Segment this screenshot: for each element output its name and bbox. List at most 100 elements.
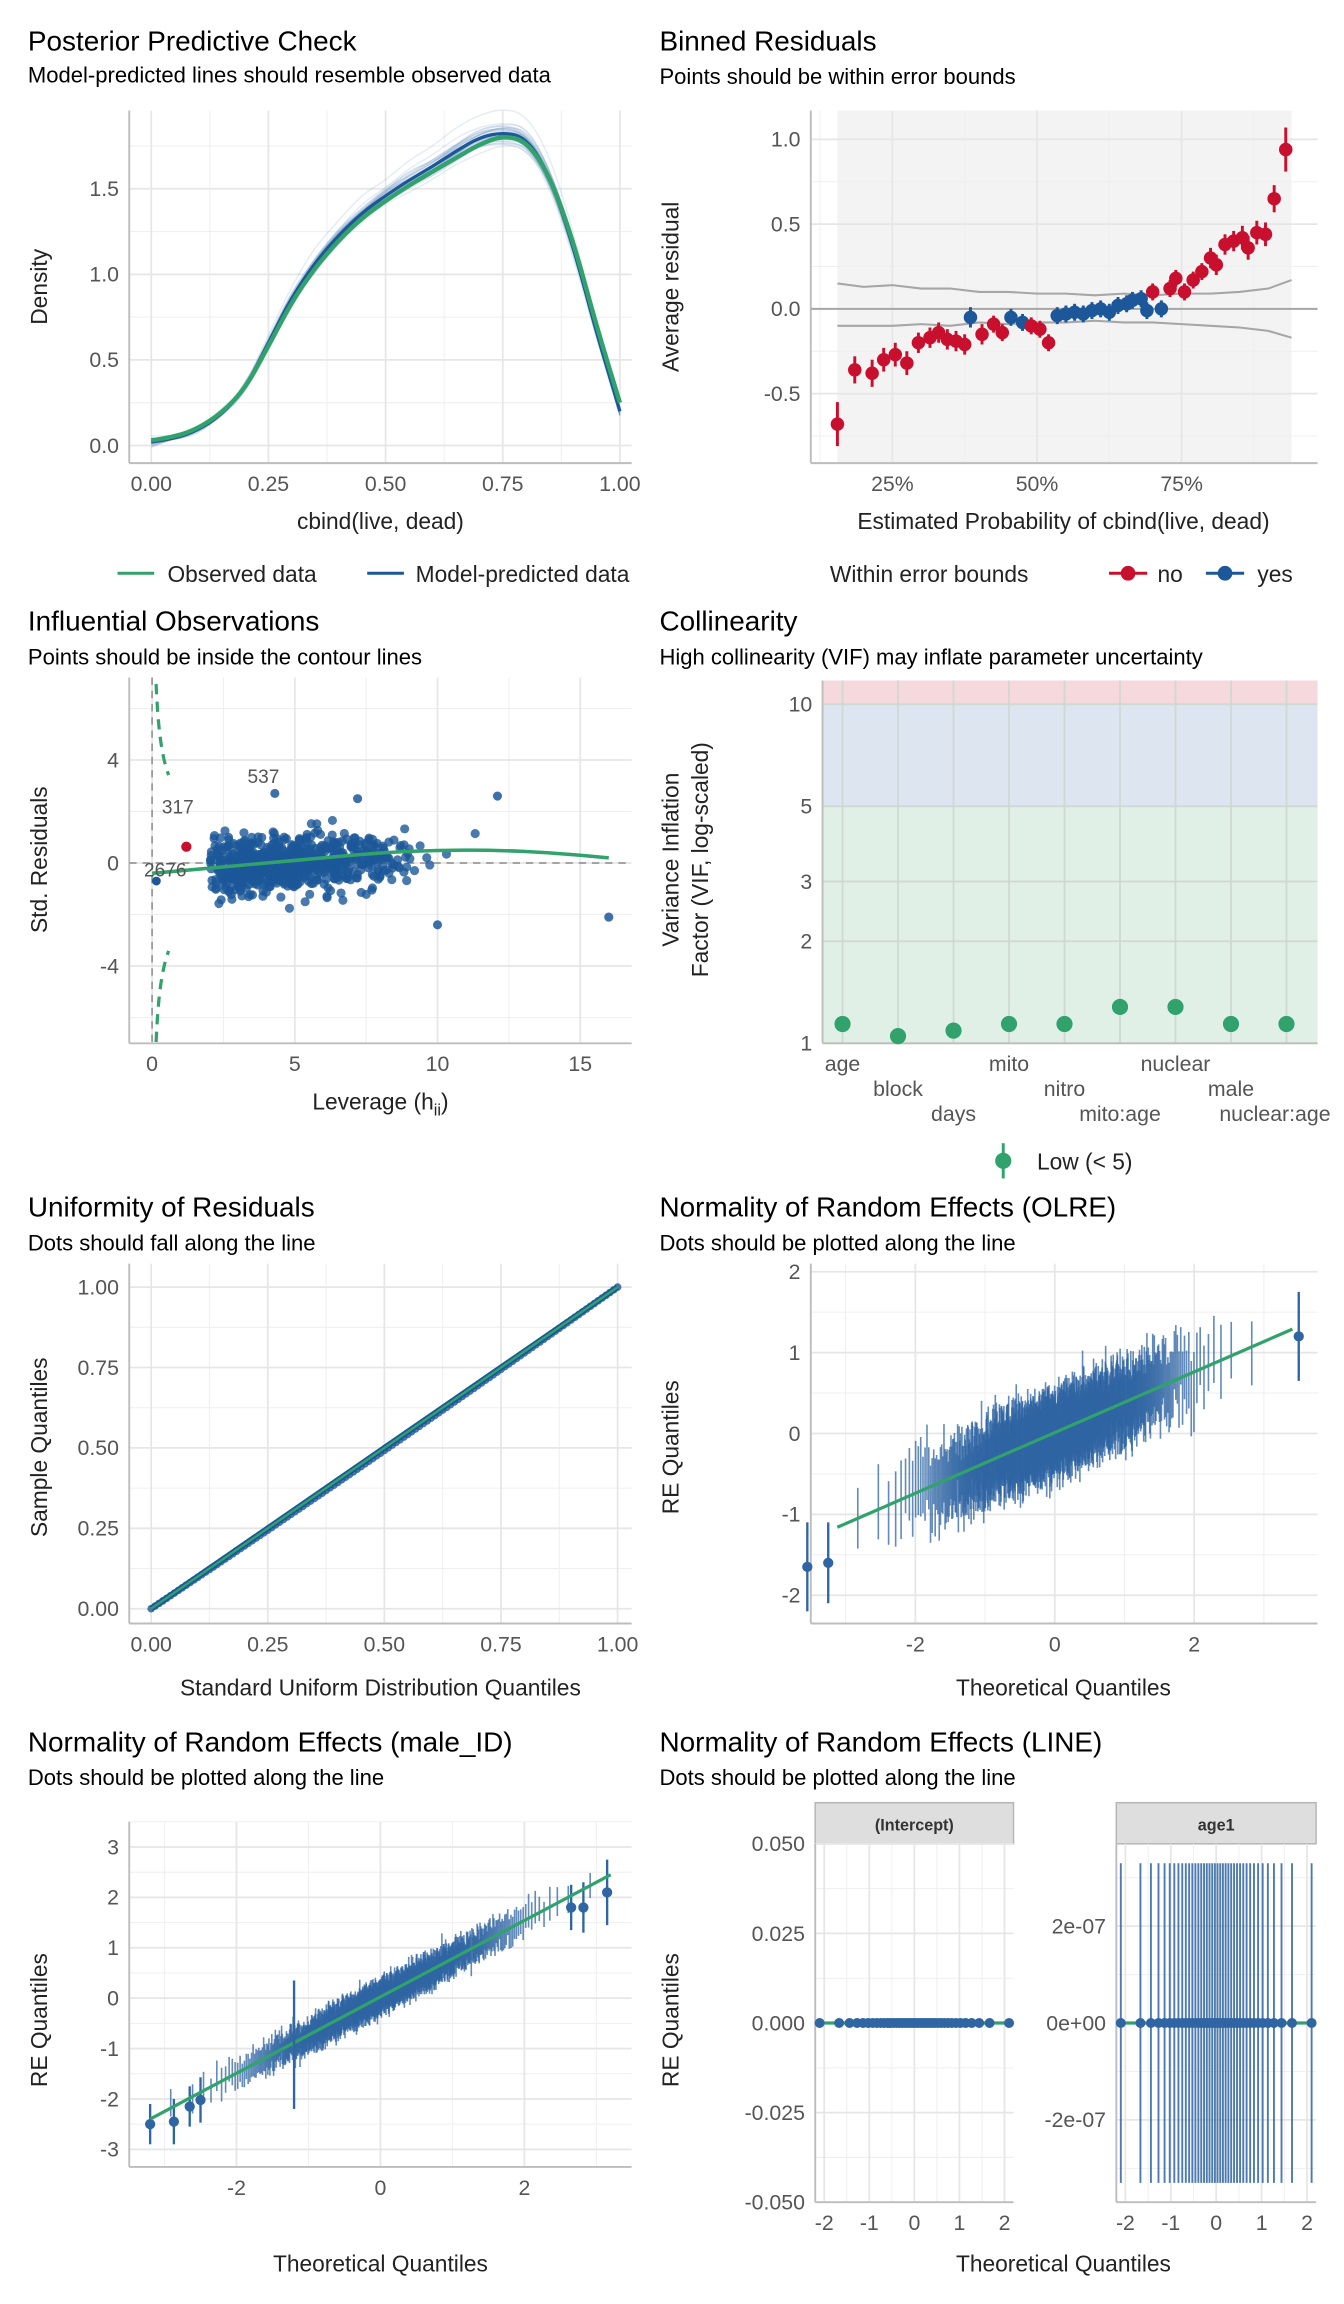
y-tick-label: -2e-07 <box>1045 2108 1107 2132</box>
facet-strip-label: age1 <box>1198 1817 1235 1835</box>
y-tick-label: -4 <box>100 954 119 978</box>
binned-ylabel: Average residual <box>658 202 684 372</box>
observation-point <box>384 868 394 878</box>
observation-point <box>224 887 234 897</box>
y-tick-label: 1.00 <box>78 1275 119 1299</box>
observation-point <box>312 819 322 829</box>
observation-point <box>350 833 360 843</box>
x-tick-label: male <box>1208 1077 1254 1101</box>
re-point <box>168 2116 180 2127</box>
xlabel-main: Leverage (h <box>312 1088 433 1114</box>
loess-line <box>151 848 609 876</box>
observation-point <box>320 867 330 877</box>
binned-panel: -0.5 0.0 0.5 1.0 25% 50% 75% <box>764 110 1318 496</box>
observation-point <box>367 883 378 893</box>
observation-point <box>337 836 347 846</box>
binned-point <box>963 310 978 325</box>
collinearity-subtitle: High collinearity (VIF) may inflate para… <box>660 644 1203 669</box>
uniformity-ylabel: Sample Quantiles <box>26 1357 52 1537</box>
y-tick-label: 2e-07 <box>1052 1915 1106 1939</box>
observation-point <box>405 854 415 864</box>
observation-point <box>289 867 299 877</box>
collinearity-title: Collinearity <box>660 606 798 637</box>
legend-label-no: no <box>1157 561 1182 587</box>
binned-legend: Within error bounds no yes <box>830 561 1293 587</box>
maleid-xlabel: Theoretical Quantiles <box>273 2250 488 2276</box>
x-tick-label: 2 <box>999 2211 1011 2235</box>
observation-point <box>343 867 353 877</box>
binned-point <box>848 363 862 377</box>
binned-point <box>1134 291 1148 306</box>
binned-point <box>975 327 989 342</box>
re-point <box>984 2018 995 2029</box>
re-point <box>834 2018 845 2029</box>
y-tick-label: 5 <box>800 795 812 819</box>
observation-point <box>267 844 277 854</box>
legend-key-low <box>995 1152 1012 1169</box>
y-tick-label: 0 <box>789 1422 801 1446</box>
observation-point <box>389 835 399 845</box>
y-tick-label: -3 <box>100 2138 119 2162</box>
y-tick-label: 1 <box>800 1032 812 1056</box>
line-xlabel: Theoretical Quantiles <box>956 2250 1171 2276</box>
y-tick-label: 0.050 <box>752 1832 805 1856</box>
legend-title: Within error bounds <box>830 561 1029 587</box>
y-tick-label: 0 <box>107 851 119 875</box>
vif-point <box>1167 998 1184 1016</box>
point-label: 317 <box>162 798 194 819</box>
vif-point <box>1222 1015 1240 1033</box>
observation-point <box>604 912 614 922</box>
observation-point <box>492 791 503 801</box>
binned-point <box>1033 322 1047 336</box>
binned-point <box>995 325 1010 340</box>
x-tick-label: nitro <box>1044 1077 1085 1101</box>
re-point <box>1306 2018 1317 2029</box>
observation-point <box>277 875 287 885</box>
binned-point <box>1186 273 1200 287</box>
x-tick-label: 1 <box>954 2211 966 2235</box>
observation-point <box>322 843 332 853</box>
observation-point <box>338 858 348 868</box>
x-tick-label: nuclear:age <box>1219 1102 1330 1126</box>
ppc-ylabel: Density <box>26 248 52 324</box>
re-point <box>974 2018 985 2029</box>
legend-label-low: Low (< 5) <box>1037 1149 1132 1175</box>
x-tick-label: days <box>931 1102 976 1126</box>
reference-line <box>150 1286 619 1610</box>
observation-point <box>364 835 374 845</box>
vif-band <box>822 806 1318 1044</box>
collinearity-ylabel-line1: Variance Inflation <box>658 773 684 947</box>
y-tick-label: -0.5 <box>764 382 801 406</box>
y-tick-label: -2 <box>100 2087 119 2111</box>
vif-point <box>1111 998 1129 1016</box>
binned-point <box>900 356 914 370</box>
x-tick-label: 2 <box>518 2176 530 2200</box>
y-tick-label: 0.75 <box>78 1356 119 1380</box>
vif-band <box>822 704 1318 807</box>
x-tick-label: -1 <box>860 2211 879 2235</box>
point-label: 537 <box>247 767 279 788</box>
influential-xlabel: Leverage (hii) <box>312 1088 448 1119</box>
y-tick-label: 0e+00 <box>1046 2011 1106 2035</box>
binned-point <box>865 366 879 381</box>
legend-label-model: Model-predicted data <box>416 561 630 587</box>
observation-point <box>246 872 256 882</box>
observation-point <box>327 830 337 840</box>
binned-point <box>911 336 926 350</box>
x-tick-label: 0 <box>1049 1632 1061 1656</box>
observation-point <box>211 878 221 888</box>
influential-panel: -4 0 4 0 5 10 15 537 317 2676 <box>100 677 632 1076</box>
y-tick-label: 0.5 <box>89 348 119 372</box>
observation-point <box>305 889 315 899</box>
observation-point <box>224 832 234 842</box>
legend-label-observed: Observed data <box>167 561 317 587</box>
x-tick-label: 50% <box>1016 472 1059 496</box>
cooks-distance-contour <box>154 683 171 776</box>
x-tick-label: 0 <box>375 2176 387 2200</box>
re-point <box>1293 1331 1304 1342</box>
binned-point <box>1169 271 1183 286</box>
observation-point <box>402 876 412 886</box>
observation-point <box>261 867 271 877</box>
observation-point <box>367 869 377 879</box>
y-tick-label: 0.025 <box>752 1922 805 1946</box>
